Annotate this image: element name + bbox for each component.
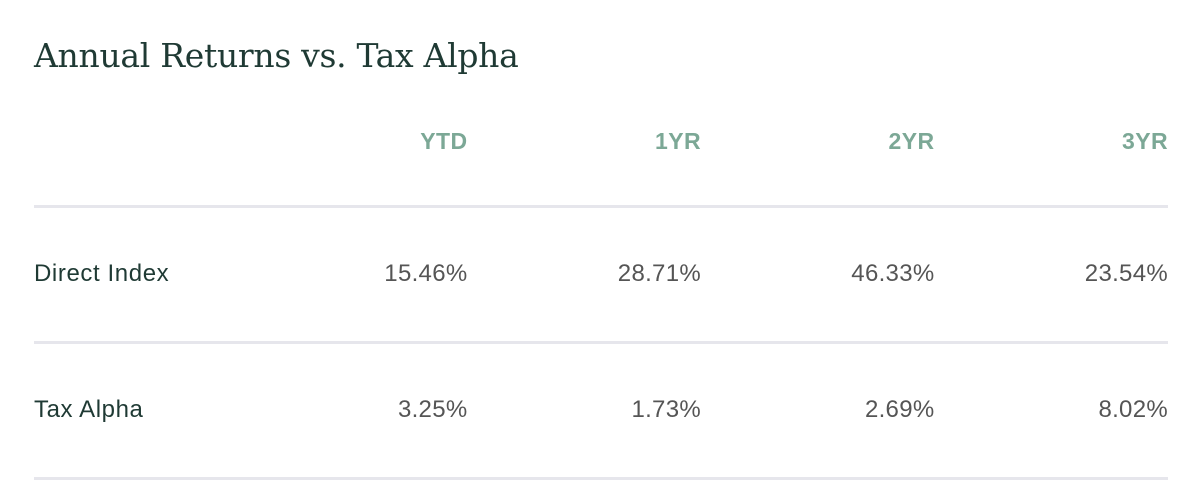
- header-empty-cell: [34, 100, 234, 206]
- value-cell-3yr: 23.54%: [1084, 260, 1168, 287]
- row-label: Direct Index: [34, 260, 170, 287]
- header-2yr: 2YR: [888, 128, 935, 154]
- value-cell-2yr: 2.69%: [864, 396, 935, 423]
- value-cell-1yr: 28.71%: [617, 260, 701, 287]
- value-cell-3yr: 8.02%: [1098, 396, 1168, 423]
- returns-table: YTD 1YR 2YR 3YR Direct Index 15.46% 28.7…: [34, 100, 1168, 480]
- value-cell-ytd: 15.46%: [384, 260, 468, 287]
- value-cell-2yr: 46.33%: [851, 260, 935, 287]
- table-header-row: YTD 1YR 2YR 3YR: [34, 100, 1168, 206]
- table-row-tax-alpha: Tax Alpha 3.25% 1.73% 2.69% 8.02%: [34, 342, 1168, 478]
- header-3yr: 3YR: [1122, 128, 1168, 154]
- returns-card: Annual Returns vs. Tax Alpha YTD 1YR 2YR…: [34, 0, 1168, 502]
- value-cell-1yr: 1.73%: [631, 396, 701, 423]
- card-title: Annual Returns vs. Tax Alpha: [34, 36, 519, 75]
- value-cell-ytd: 3.25%: [397, 396, 468, 423]
- table-row-direct-index: Direct Index 15.46% 28.71% 46.33% 23.54%: [34, 206, 1168, 342]
- header-ytd: YTD: [420, 128, 468, 154]
- row-label: Tax Alpha: [34, 396, 144, 423]
- header-1yr: 1YR: [655, 128, 701, 154]
